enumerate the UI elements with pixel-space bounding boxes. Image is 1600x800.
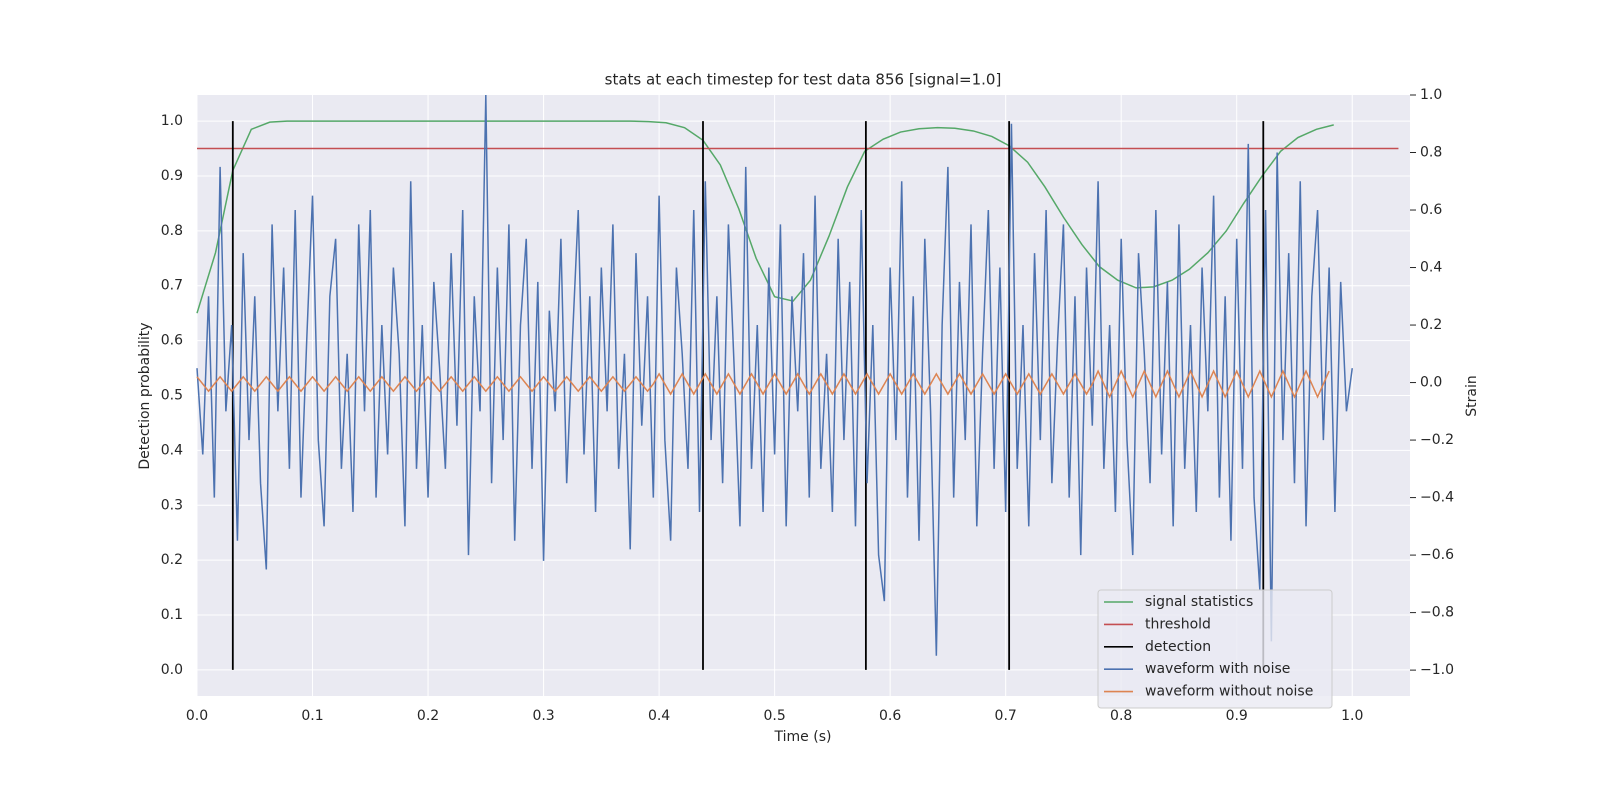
legend-label: signal statistics	[1145, 594, 1253, 610]
y-tick-label: 0.7	[161, 278, 183, 294]
series-line	[196, 369, 1330, 399]
legend-label: detection	[1145, 639, 1211, 655]
y-tick-label: 0.0	[161, 662, 183, 678]
y2-tick-label: 0.6	[1420, 202, 1442, 218]
legend-label: waveform with noise	[1145, 661, 1290, 677]
x-tick-label: 0.8	[1110, 708, 1132, 724]
x-tick-label: 0.1	[301, 708, 323, 724]
y-tick-label: 0.9	[161, 168, 183, 184]
legend-box	[1097, 589, 1333, 709]
series-line	[196, 120, 1334, 314]
y2-tick-label: −0.4	[1420, 490, 1454, 506]
y2-tick-label: 1.0	[1420, 87, 1442, 103]
y-tick-label: 0.8	[161, 223, 183, 239]
y-tick-label: 0.2	[161, 552, 183, 568]
x-tick-label: 0.6	[879, 708, 901, 724]
y-tick-label: 0.1	[161, 607, 183, 623]
y2-tick-label: −0.6	[1420, 547, 1454, 563]
y-tick-label: 0.3	[161, 497, 183, 513]
legend-label: waveform without noise	[1145, 684, 1313, 700]
x-tick-label: 0.4	[648, 708, 670, 724]
x-tick-label: 0.9	[1226, 708, 1248, 724]
y2-tick-label: 0.0	[1420, 375, 1442, 391]
x-axis-label: Time (s)	[774, 729, 832, 745]
y2-axis-label: Strain	[1464, 375, 1480, 416]
x-tick-label: 0.3	[532, 708, 554, 724]
x-tick-label: 1.0	[1341, 708, 1363, 724]
x-tick-label: 0.5	[763, 708, 785, 724]
y-tick-label: 1.0	[161, 113, 183, 129]
x-tick-label: 0.7	[995, 708, 1017, 724]
y-axis-label: Detection probability	[137, 322, 153, 469]
y2-tick-label: −0.2	[1420, 432, 1454, 448]
y2-tick-label: 0.4	[1420, 260, 1442, 276]
legend-label: threshold	[1145, 616, 1211, 632]
y2-tick-label: −1.0	[1420, 662, 1454, 678]
chart-title: stats at each timestep for test data 856…	[605, 71, 1002, 89]
x-tick-label: 0.0	[186, 708, 208, 724]
y2-tick-label: 0.8	[1420, 145, 1442, 161]
y-tick-label: 0.6	[161, 333, 183, 349]
y2-tick-label: 0.2	[1420, 317, 1442, 333]
series-line	[196, 94, 1353, 656]
y2-tick-label: −0.8	[1420, 605, 1454, 621]
y-tick-label: 0.4	[161, 442, 183, 458]
x-tick-label: 0.2	[417, 708, 439, 724]
y-tick-label: 0.5	[161, 388, 183, 404]
